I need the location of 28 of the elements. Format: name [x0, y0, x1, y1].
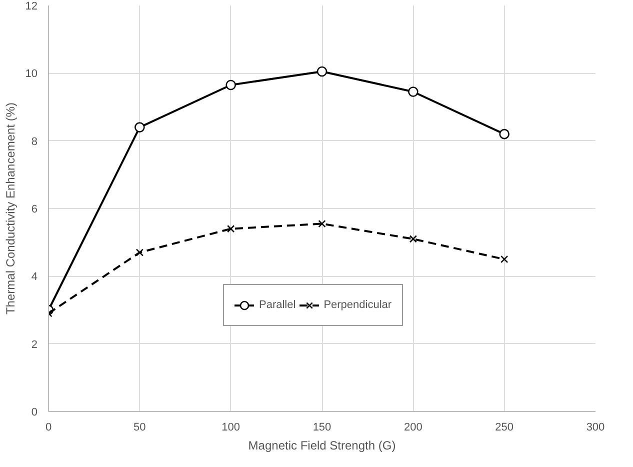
y-tick-label: 6 — [31, 204, 38, 216]
legend-label: Perpendicular — [324, 299, 392, 311]
y-tick-label: 2 — [31, 338, 38, 351]
point — [499, 128, 510, 140]
y-axis-title: Thermal Conductivity Enhancement (%) — [3, 102, 18, 315]
x-tick-label: 100 — [222, 422, 240, 434]
x-tick-label: 0 — [45, 422, 52, 434]
point — [227, 224, 235, 233]
y-tick-label: 8 — [31, 136, 38, 148]
x-tick-label: 50 — [134, 422, 146, 434]
x-axis-title: Magnetic Field Strength (G) — [248, 438, 396, 452]
y-tick-label: 4 — [31, 271, 38, 284]
point — [136, 248, 144, 256]
y-tick-label: 10 — [25, 68, 38, 80]
point — [500, 255, 508, 264]
point — [318, 220, 326, 228]
x-tick-label: 150 — [312, 422, 332, 434]
point — [409, 235, 417, 243]
point — [316, 66, 328, 77]
y-tick-label: 0 — [31, 406, 38, 418]
x-tick-label: 200 — [404, 422, 422, 434]
x-tick-label: 250 — [495, 422, 514, 434]
point — [134, 122, 145, 132]
legend-label: Parallel — [259, 299, 296, 311]
point — [408, 86, 418, 97]
y-tick-label: 12 — [25, 0, 38, 12]
x-tick-label: 300 — [586, 422, 605, 434]
point — [226, 80, 236, 90]
